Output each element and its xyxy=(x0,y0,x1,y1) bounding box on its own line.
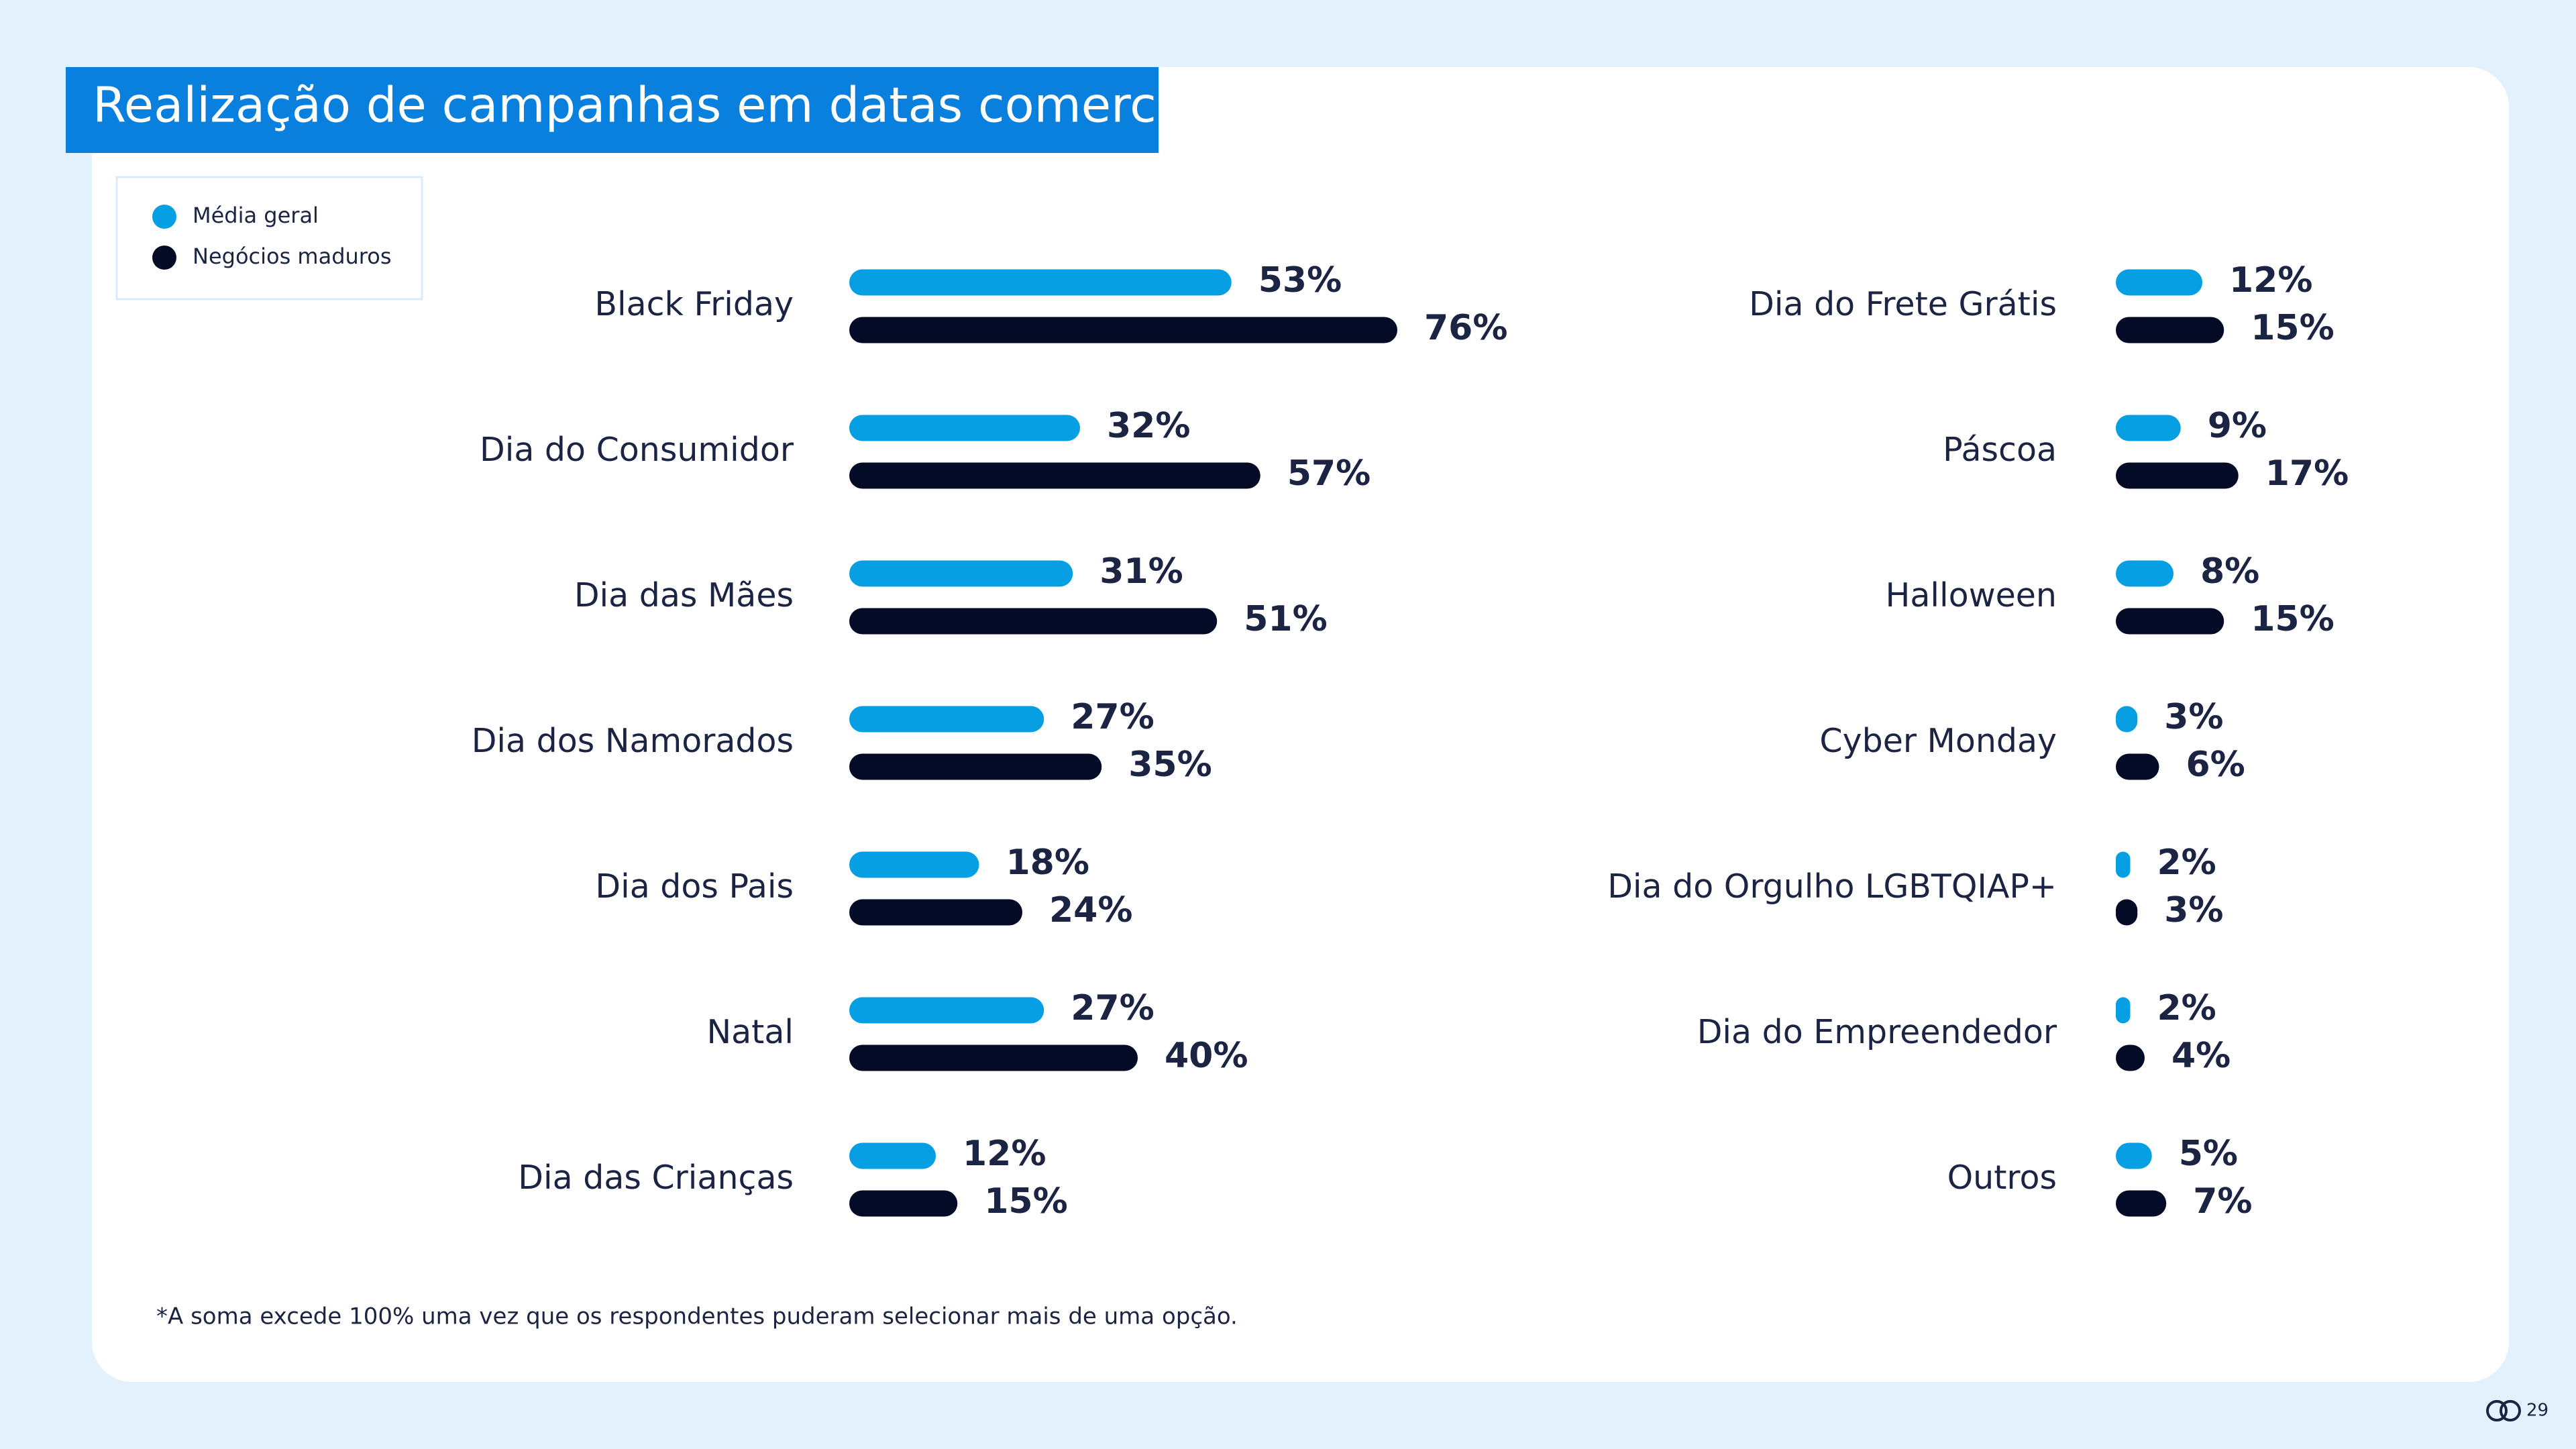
category-label: Halloween xyxy=(1885,576,2057,614)
bar xyxy=(2116,1190,2167,1217)
bar xyxy=(849,706,1044,733)
bar xyxy=(2116,997,2131,1024)
value-label: 12% xyxy=(963,1134,1046,1174)
legend-label: Negócios maduros xyxy=(193,244,392,269)
category-label: Natal xyxy=(706,1013,794,1051)
bar xyxy=(2116,317,2224,343)
value-label: 32% xyxy=(1107,406,1190,446)
bar xyxy=(849,1044,1138,1071)
bar xyxy=(849,851,979,878)
bar xyxy=(849,269,1232,296)
bar xyxy=(849,997,1044,1024)
value-label: 24% xyxy=(1049,890,1132,930)
value-label: 8% xyxy=(2200,551,2259,592)
value-label: 12% xyxy=(2229,260,2312,301)
value-label: 53% xyxy=(1258,260,1342,301)
category-label: Dia do Frete Grátis xyxy=(1749,285,2057,323)
category-label: Dia do Orgulho LGBTQIAP+ xyxy=(1607,867,2057,906)
category-label: Cyber Monday xyxy=(1819,722,2057,760)
category-label: Black Friday xyxy=(594,285,794,323)
value-label: 40% xyxy=(1165,1036,1248,1076)
bar xyxy=(2116,415,2181,441)
legend-swatch xyxy=(152,205,176,229)
logo-icon xyxy=(2486,1400,2521,1421)
value-label: 7% xyxy=(2193,1181,2252,1222)
value-label: 2% xyxy=(2157,988,2216,1028)
value-label: 27% xyxy=(1071,697,1154,737)
value-label: 27% xyxy=(1071,988,1154,1028)
bar xyxy=(2116,608,2224,635)
value-label: 4% xyxy=(2171,1036,2231,1076)
category-label: Dia dos Namorados xyxy=(472,722,794,760)
value-label: 57% xyxy=(1287,453,1371,494)
value-label: 3% xyxy=(2164,890,2223,930)
title: Realização de campanhas em datas comerci… xyxy=(93,77,1238,133)
category-label: Outros xyxy=(1947,1159,2057,1197)
category-label: Dia do Consumidor xyxy=(480,431,794,469)
legend-box xyxy=(115,176,423,301)
bar xyxy=(2116,851,2131,878)
value-label: 17% xyxy=(2265,453,2349,494)
bar xyxy=(849,462,1260,489)
bar xyxy=(2116,269,2202,296)
title-box xyxy=(66,67,1159,153)
bar xyxy=(849,1142,936,1169)
category-label: Dia dos Pais xyxy=(595,867,794,906)
value-label: 76% xyxy=(1424,308,1507,348)
value-label: 15% xyxy=(984,1181,1067,1222)
bar xyxy=(849,899,1022,926)
bar xyxy=(849,560,1073,587)
value-label: 35% xyxy=(1128,745,1212,785)
value-label: 3% xyxy=(2164,697,2223,737)
value-label: 6% xyxy=(2186,745,2245,785)
value-label: 5% xyxy=(2179,1134,2238,1174)
value-label: 51% xyxy=(1244,599,1327,639)
category-label: Páscoa xyxy=(1943,431,2057,469)
card xyxy=(92,67,2509,1382)
bar xyxy=(2116,899,2138,926)
bar xyxy=(2116,560,2174,587)
legend-swatch xyxy=(152,246,176,270)
page-number: 29 xyxy=(2526,1401,2548,1421)
value-label: 15% xyxy=(2251,599,2334,639)
value-label: 15% xyxy=(2251,308,2334,348)
category-label: Dia do Empreendedor xyxy=(1697,1013,2057,1051)
category-label: Dia das Crianças xyxy=(518,1159,794,1197)
bar xyxy=(849,753,1102,780)
value-label: 9% xyxy=(2208,406,2267,446)
bar xyxy=(2116,1044,2145,1071)
value-label: 18% xyxy=(1006,843,1089,883)
value-label: 31% xyxy=(1099,551,1183,592)
bar xyxy=(849,317,1397,343)
footnote: *A soma excede 100% uma vez que os respo… xyxy=(156,1303,1238,1330)
legend-label: Média geral xyxy=(193,203,319,228)
bar xyxy=(2116,753,2159,780)
category-label: Dia das Mães xyxy=(574,576,794,614)
value-label: 2% xyxy=(2157,843,2216,883)
bar xyxy=(2116,1142,2152,1169)
bar xyxy=(849,415,1080,441)
bar xyxy=(849,1190,958,1217)
bar xyxy=(2116,706,2138,733)
bar xyxy=(2116,462,2239,489)
bar xyxy=(849,608,1218,635)
